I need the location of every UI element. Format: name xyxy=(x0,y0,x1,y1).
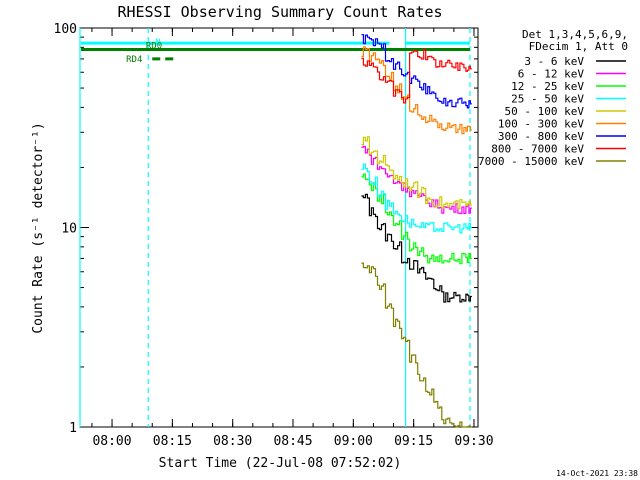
x-tick-label: 09:00 xyxy=(334,434,373,449)
series-line-6 xyxy=(361,34,472,109)
y-axis-label: Count Rate (s⁻¹ detector⁻¹) xyxy=(31,122,46,333)
series-line-8 xyxy=(361,262,472,428)
legend-label: 12 - 25 keV xyxy=(511,80,584,93)
legend-label: 300 - 800 keV xyxy=(498,130,584,143)
legend-label: 800 - 7000 keV xyxy=(491,143,584,156)
flag-label-rd4: RD4 xyxy=(126,55,142,65)
legend-label: 50 - 100 keV xyxy=(505,105,585,118)
series-line-4 xyxy=(361,136,472,210)
y-tick-label: 100 xyxy=(54,22,77,37)
flag-label-n: N xyxy=(155,38,160,48)
x-tick-label: 08:30 xyxy=(213,434,252,449)
x-tick-label: 09:15 xyxy=(394,434,433,449)
y-tick-label: 1 xyxy=(69,421,77,436)
legend-header-line-2: FDecim 1, Att 0 xyxy=(529,40,628,53)
series-line-3 xyxy=(361,163,472,234)
series-line-7 xyxy=(361,48,472,104)
series-line-0 xyxy=(361,193,472,303)
legend-label: 7000 - 15000 keV xyxy=(478,155,584,168)
legend-header-line-1: Det 1,3,4,5,6,9, xyxy=(522,28,628,41)
x-tick-label: 08:45 xyxy=(273,434,312,449)
legend-label: 25 - 50 keV xyxy=(511,93,584,106)
legend-label: 100 - 300 keV xyxy=(498,118,584,131)
y-tick-label: 10 xyxy=(61,222,77,237)
x-tick-label: 08:15 xyxy=(153,434,192,449)
legend-label: 6 - 12 keV xyxy=(518,68,585,81)
x-axis-label: Start Time (22-Jul-08 07:52:02) xyxy=(159,456,402,471)
flag-label-rd0: RD0 xyxy=(146,42,162,52)
x-tick-label: 09:30 xyxy=(454,434,493,449)
x-tick-label: 08:00 xyxy=(92,434,131,449)
chart-title: RHESSI Observing Summary Count Rates xyxy=(117,3,442,21)
plot-layer: 08:00 08:15 08:30 08:45 09:00 09:15 09:30 1 10 10… xyxy=(54,22,494,449)
series-line-5 xyxy=(361,46,472,135)
legend-label: 3 - 6 keV xyxy=(524,55,584,68)
series-line-2 xyxy=(361,173,472,265)
timestamp-label: 14-Oct-2021 23:38 xyxy=(556,469,638,478)
